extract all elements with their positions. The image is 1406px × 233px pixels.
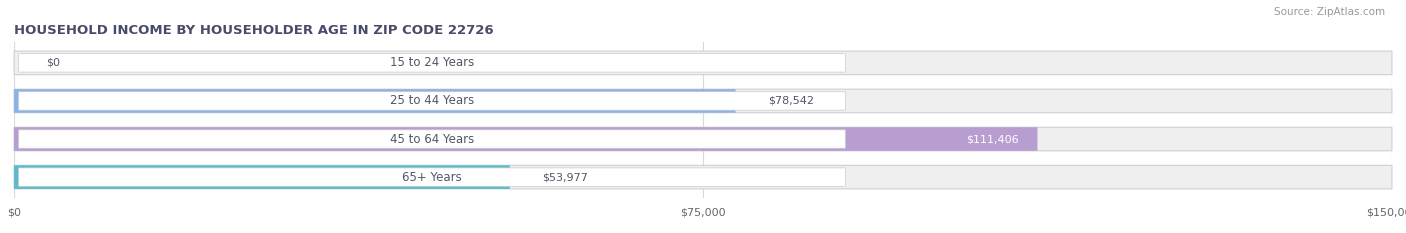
Text: HOUSEHOLD INCOME BY HOUSEHOLDER AGE IN ZIP CODE 22726: HOUSEHOLD INCOME BY HOUSEHOLDER AGE IN Z… [14, 24, 494, 37]
Text: 45 to 64 Years: 45 to 64 Years [389, 133, 474, 146]
FancyBboxPatch shape [14, 165, 510, 189]
Text: $78,542: $78,542 [768, 96, 814, 106]
Text: $111,406: $111,406 [966, 134, 1019, 144]
FancyBboxPatch shape [14, 127, 1038, 151]
Text: 15 to 24 Years: 15 to 24 Years [389, 56, 474, 69]
Text: $53,977: $53,977 [543, 172, 588, 182]
Text: $0: $0 [46, 58, 60, 68]
Text: 25 to 44 Years: 25 to 44 Years [389, 94, 474, 107]
FancyBboxPatch shape [14, 127, 1392, 151]
FancyBboxPatch shape [14, 165, 1392, 189]
Text: Source: ZipAtlas.com: Source: ZipAtlas.com [1274, 7, 1385, 17]
FancyBboxPatch shape [18, 92, 845, 110]
FancyBboxPatch shape [14, 89, 735, 113]
Text: 65+ Years: 65+ Years [402, 171, 463, 184]
FancyBboxPatch shape [18, 54, 845, 72]
FancyBboxPatch shape [18, 130, 845, 148]
FancyBboxPatch shape [18, 168, 845, 186]
FancyBboxPatch shape [14, 51, 1392, 75]
FancyBboxPatch shape [14, 89, 1392, 113]
